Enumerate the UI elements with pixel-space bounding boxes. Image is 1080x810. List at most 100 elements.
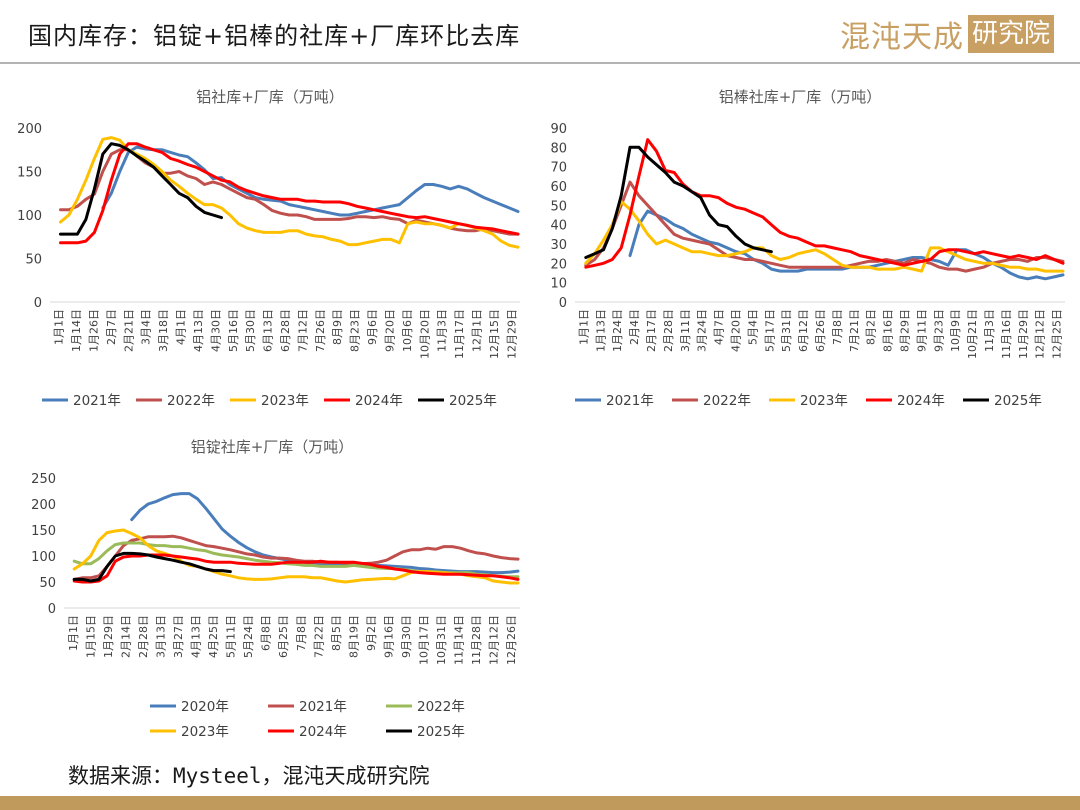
- chart-title: 铝棒社库+厂库（万吨）: [719, 88, 882, 106]
- y-tick-label: 80: [550, 141, 567, 156]
- brand-box: 研究院: [967, 15, 1054, 53]
- header-divider: [0, 62, 1080, 64]
- series-line-2025年: [59, 142, 223, 236]
- legend-label: 2021年: [73, 393, 121, 409]
- legend-item: 2021年: [268, 699, 347, 715]
- legend-label: 2021年: [299, 699, 347, 715]
- legend-label: 2023年: [181, 724, 229, 740]
- x-tick-label: 12月29日: [505, 309, 518, 359]
- legend-item: 2024年: [324, 393, 403, 409]
- y-tick-label: 100: [17, 209, 42, 224]
- series-line-2021年: [101, 145, 520, 217]
- x-tick-label: 8月5日: [330, 615, 343, 651]
- legend-item: 2021年: [42, 393, 121, 409]
- x-tick-label: 2月7日: [105, 309, 118, 345]
- y-tick-label: 10: [550, 277, 567, 292]
- legend-label: 2021年: [606, 393, 654, 409]
- legend-item: 2022年: [672, 393, 751, 409]
- x-tick-label: 3月27日: [172, 615, 185, 658]
- y-tick-label: 200: [31, 498, 56, 513]
- x-tick-label: 12月15日: [488, 309, 501, 359]
- legend-label: 2023年: [261, 393, 309, 409]
- legend-item: 2023年: [230, 393, 309, 409]
- x-tick-label: 8月29日: [898, 309, 911, 352]
- x-tick-label: 8月9日: [331, 309, 344, 345]
- y-tick-label: 70: [550, 161, 567, 176]
- x-tick-label: 4月25日: [207, 615, 220, 658]
- legend-item: 2020年: [150, 699, 229, 715]
- x-tick-label: 12月12日: [1034, 309, 1047, 359]
- y-tick-label: 50: [39, 576, 56, 591]
- x-tick-label: 6月12日: [797, 309, 810, 352]
- series-line-2025年: [72, 551, 232, 583]
- x-tick-label: 1月13日: [594, 309, 607, 352]
- legend-label: 2020年: [181, 699, 229, 715]
- x-tick-label: 7月22日: [312, 615, 325, 658]
- brand-logo: 混沌天成 研究院: [840, 12, 1054, 56]
- x-tick-label: 6月25日: [277, 615, 290, 658]
- x-tick-label: 12月12日: [488, 615, 501, 665]
- x-tick-label: 9月20日: [383, 309, 396, 352]
- series-line-2025年: [584, 145, 773, 259]
- x-tick-label: 2月21日: [122, 309, 135, 352]
- x-tick-label: 10月31日: [435, 615, 448, 665]
- x-tick-label: 9月23日: [932, 309, 945, 352]
- series-line-2021年: [628, 209, 1065, 281]
- y-tick-label: 100: [31, 550, 56, 565]
- chart-title: 铝锭社库+厂库（万吨）: [191, 438, 354, 456]
- series-line-2024年: [59, 142, 520, 245]
- legend-item: 2023年: [150, 724, 229, 740]
- legend-label: 2025年: [417, 724, 465, 740]
- x-tick-label: 4月7日: [713, 309, 726, 345]
- x-tick-label: 2月28日: [137, 615, 150, 658]
- y-tick-label: 40: [550, 219, 567, 234]
- footer-bar: [0, 796, 1080, 810]
- x-tick-label: 11月16日: [1000, 309, 1013, 359]
- x-tick-label: 7月12日: [296, 309, 309, 352]
- x-tick-label: 10月21日: [966, 309, 979, 359]
- x-tick-label: 1月14日: [70, 309, 83, 352]
- x-tick-label: 9月11日: [915, 309, 928, 352]
- legend-label: 2024年: [897, 393, 945, 409]
- x-tick-label: 4月1日: [175, 309, 188, 345]
- x-tick-label: 1月1日: [577, 309, 590, 345]
- y-tick-label: 150: [17, 166, 42, 181]
- brand-main: 混沌天成: [839, 20, 964, 55]
- x-tick-label: 1月15日: [84, 615, 97, 658]
- x-tick-label: 2月28日: [662, 309, 675, 352]
- x-tick-label: 1月26日: [88, 309, 101, 352]
- page-title: 国内库存：铝锭+铝棒的社库+厂库环比去库: [28, 22, 521, 50]
- x-tick-label: 1月29日: [102, 615, 115, 658]
- x-tick-label: 2月14日: [119, 615, 132, 658]
- x-tick-label: 7月8日: [295, 615, 308, 651]
- x-tick-label: 2月4日: [628, 309, 641, 345]
- x-tick-label: 4月20日: [730, 309, 743, 352]
- chart-aluminum-total: 铝社库+厂库（万吨） 0 50 100 150 200 1月1日 1月14日 1月26日 2月7日…: [17, 88, 520, 409]
- x-tick-label: 1月1日: [67, 615, 80, 651]
- x-tick-label: 5月24日: [242, 615, 255, 658]
- x-tick-label: 3月11日: [679, 309, 692, 352]
- chart-aluminum-rod: 铝棒社库+厂库（万吨） 0 10 20 30 40 50 60 70 80 90 1月1日 1月13日 1…: [550, 88, 1065, 409]
- x-tick-label: 7月8日: [831, 309, 844, 345]
- x-tick-label: 10月9日: [949, 309, 962, 352]
- y-tick-label: 50: [550, 199, 567, 214]
- x-tick-label: 5月11日: [225, 615, 238, 658]
- legend-item: 2021年: [575, 393, 654, 409]
- legend-label: 2024年: [355, 393, 403, 409]
- x-tick-label: 5月31日: [780, 309, 793, 352]
- x-tick-label: 5月16日: [227, 309, 240, 352]
- y-tick-label: 90: [550, 122, 567, 137]
- source-note: 数据来源：Mysteel，混沌天成研究院: [68, 764, 430, 788]
- x-tick-label: 4月30日: [209, 309, 222, 352]
- x-tick-label: 12月26日: [505, 615, 518, 665]
- chart-aluminum-ingot: 铝锭社库+厂库（万吨） 0 50 100 150 200 250 1月1日 1月15日 1月29日…: [31, 438, 520, 740]
- x-tick-label: 5月30日: [244, 309, 257, 352]
- x-tick-label: 6月8日: [260, 615, 273, 651]
- legend-item: 2025年: [418, 393, 497, 409]
- x-tick-label: 9月30日: [400, 615, 413, 658]
- x-tick-label: 1月1日: [53, 309, 66, 345]
- legend-item: 2022年: [136, 393, 215, 409]
- x-tick-label: 11月3日: [436, 309, 449, 352]
- legend-label: 2025年: [994, 393, 1042, 409]
- x-tick-label: 9月6日: [366, 309, 379, 345]
